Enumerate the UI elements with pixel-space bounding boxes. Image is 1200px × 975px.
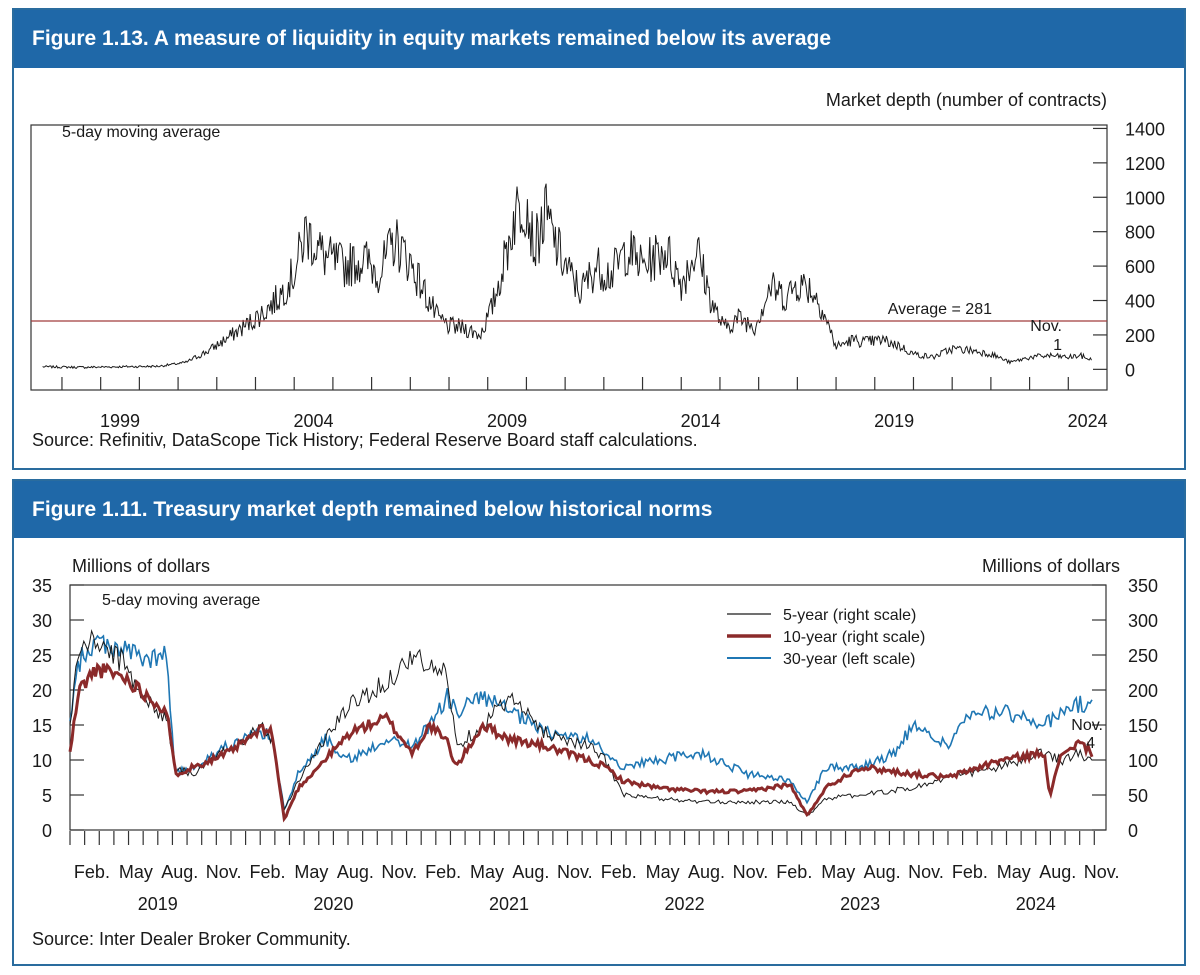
end-annotation: Nov.	[1071, 717, 1103, 734]
x-tick-label: 2014	[681, 411, 721, 431]
x-tick-label: 2019	[874, 411, 914, 431]
month-label: May	[821, 862, 855, 882]
y-tick-label: 1000	[1125, 188, 1165, 208]
month-label: Nov.	[206, 862, 242, 882]
month-label: May	[294, 862, 328, 882]
figure-1-13-chart: 0 200 400 600 800 1000 1200 1400 1999 2004 2009 201…	[30, 90, 1165, 431]
x-tick-label: 2009	[487, 411, 527, 431]
year-label: 2022	[665, 894, 705, 914]
month-label: Feb.	[952, 862, 988, 882]
figure-1-13-title: Figure 1.13. A measure of liquidity in e…	[14, 10, 1184, 68]
legend: 5-year (right scale) 10-year (right scale…	[727, 607, 925, 668]
y-tick-label: 0	[1125, 360, 1135, 380]
y-tick-label-left: 5	[42, 786, 52, 806]
moving-average-note: 5-day moving average	[102, 592, 260, 609]
month-label: May	[119, 862, 153, 882]
end-annotation: 4	[1086, 735, 1095, 752]
figure-1-13-panel: Figure 1.13. A measure of liquidity in e…	[12, 8, 1186, 470]
month-label: Aug.	[864, 862, 901, 882]
y-tick-label-right: 200	[1128, 681, 1158, 701]
y-tick-label-right: 250	[1128, 646, 1158, 666]
month-label: Nov.	[908, 862, 944, 882]
year-label: 2020	[313, 894, 353, 914]
year-label: 2024	[1016, 894, 1056, 914]
year-label: 2023	[840, 894, 880, 914]
month-label: Feb.	[250, 862, 286, 882]
figure-1-11-panel: Figure 1.11. Treasury market depth remai…	[12, 479, 1186, 966]
y-tick-label: 400	[1125, 292, 1155, 312]
y-tick-label-right: 300	[1128, 611, 1158, 631]
year-label: 2021	[489, 894, 529, 914]
x-tick-label: 2004	[294, 411, 334, 431]
x-tick-label: 2024	[1068, 411, 1108, 431]
month-label: Aug.	[512, 862, 549, 882]
average-label: Average = 281	[888, 301, 992, 318]
month-label: May	[646, 862, 680, 882]
series-5-year	[69, 628, 1093, 816]
month-label: Feb.	[425, 862, 461, 882]
y-tick-label: 200	[1125, 326, 1155, 346]
end-annotation: Nov.	[1030, 318, 1062, 335]
y-axis-title-left: Millions of dollars	[72, 556, 210, 576]
month-label: Nov.	[557, 862, 593, 882]
legend-label: 5-year (right scale)	[783, 607, 916, 624]
month-label: Feb.	[74, 862, 110, 882]
y-tick-label-left: 25	[32, 646, 52, 666]
y-tick-label-right: 150	[1128, 716, 1158, 736]
y-axis-title-right: Millions of dollars	[982, 556, 1120, 576]
y-axis-title: Market depth (number of contracts)	[826, 90, 1107, 110]
y-tick-label-right: 100	[1128, 751, 1158, 771]
y-tick-label: 1200	[1125, 154, 1165, 174]
month-label: Feb.	[601, 862, 637, 882]
y-tick-label-right: 50	[1128, 786, 1148, 806]
figure-1-11-title: Figure 1.11. Treasury market depth remai…	[14, 481, 1184, 538]
month-label: Aug.	[161, 862, 198, 882]
series-market-depth	[42, 183, 1092, 370]
y-tick-label-left: 0	[42, 821, 52, 841]
legend-label: 10-year (right scale)	[783, 629, 925, 646]
month-label: Feb.	[776, 862, 812, 882]
month-label: Aug.	[1039, 862, 1076, 882]
y-tick-label: 600	[1125, 257, 1155, 277]
month-label: May	[470, 862, 504, 882]
y-tick-label: 800	[1125, 223, 1155, 243]
month-label: May	[997, 862, 1031, 882]
y-tick-label-left: 20	[32, 681, 52, 701]
month-label: Nov.	[381, 862, 417, 882]
y-tick-label-left: 30	[32, 611, 52, 631]
month-label: Aug.	[337, 862, 374, 882]
end-annotation: 1	[1053, 337, 1062, 354]
figure-1-11-source: Source: Inter Dealer Broker Community.	[32, 929, 351, 949]
series-10-year	[68, 661, 1094, 823]
legend-label: 30-year (left scale)	[783, 651, 916, 668]
y-tick-label-right: 0	[1128, 821, 1138, 841]
y-tick-label: 1400	[1125, 119, 1165, 139]
x-tick-label: 1999	[100, 411, 140, 431]
figure-1-13-source: Source: Refinitiv, DataScope Tick Histor…	[32, 430, 698, 450]
year-label: 2019	[138, 894, 178, 914]
y-tick-label-right: 350	[1128, 576, 1158, 596]
plot-frame	[30, 124, 1108, 391]
month-label: Aug.	[688, 862, 725, 882]
y-tick-label-left: 10	[32, 751, 52, 771]
moving-average-note: 5-day moving average	[62, 124, 220, 141]
y-tick-label-left: 15	[32, 716, 52, 736]
series-30-year	[69, 634, 1093, 812]
y-tick-label-left: 35	[32, 576, 52, 596]
month-label: Nov.	[1084, 862, 1120, 882]
month-label: Nov.	[733, 862, 769, 882]
plot-frame	[69, 584, 1107, 831]
